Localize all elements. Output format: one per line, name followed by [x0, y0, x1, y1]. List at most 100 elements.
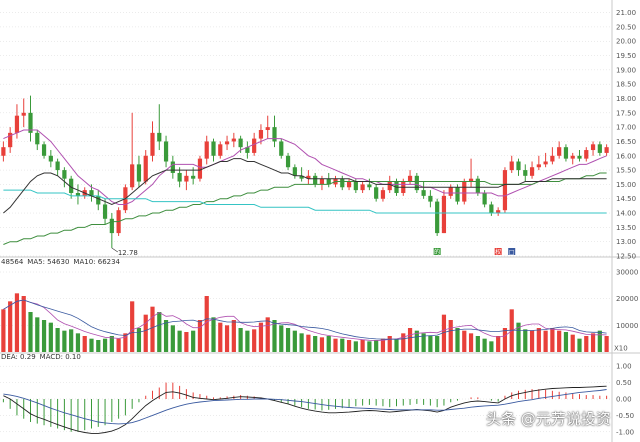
volume-bar [218, 322, 223, 352]
candle-body [319, 178, 325, 185]
candle-body [441, 195, 447, 234]
candle-body [218, 144, 223, 156]
volume-bar [48, 322, 53, 352]
volume-bar [252, 329, 257, 352]
macd-indicator-legend: DEA: 0.29 MACD: 0.10 [1, 353, 85, 361]
volume-tick-label: X10 [614, 345, 628, 353]
candle-body [353, 181, 358, 191]
macd-tick-label: 0.00 [616, 396, 632, 404]
volume-bar [394, 338, 399, 352]
volume-bar [577, 338, 582, 352]
volume-current-value: 48564 [1, 258, 24, 266]
price-tick-label: 14.50 [616, 195, 636, 203]
moving-average-line [3, 189, 607, 214]
volume-ma5-value: MA5: 54630 [27, 258, 70, 266]
volume-bar [279, 325, 284, 352]
volume-bar [184, 332, 189, 352]
candle-body [245, 147, 250, 153]
volume-bar [238, 328, 243, 352]
volume-bar [428, 336, 433, 352]
price-tick-label: 17.50 [616, 109, 636, 117]
volume-ma-line [3, 299, 607, 341]
candle-body [285, 155, 291, 168]
candle-body [509, 161, 514, 171]
candle-body [265, 127, 270, 130]
candle-body [191, 175, 196, 179]
candle-body [8, 132, 13, 148]
price-tick-label: 18.50 [616, 81, 636, 89]
volume-indicator-legend: 48564 MA5: 54630 MA10: 66234 [1, 258, 124, 266]
price-tick-label: 19.00 [616, 66, 636, 74]
candle-body [21, 112, 26, 116]
price-tick-label: 18.00 [616, 95, 636, 103]
candle-body [28, 112, 33, 133]
candle-body [69, 178, 74, 193]
candle-body [41, 144, 47, 156]
volume-bar [150, 306, 155, 352]
volume-bar [326, 336, 331, 352]
volume-bar [28, 312, 33, 352]
candle-body [523, 170, 528, 176]
volume-bar [421, 333, 426, 352]
volume-bar [387, 336, 392, 352]
volume-bar [231, 320, 236, 352]
candle-body [313, 175, 318, 185]
candle-body [557, 147, 562, 156]
event-marker [508, 248, 516, 255]
price-tick-label: 16.50 [616, 138, 636, 146]
candle-body [109, 218, 114, 234]
volume-bar [543, 330, 548, 352]
event-marker-label: 权 [495, 248, 501, 256]
price-tick-label: 14.00 [616, 210, 636, 218]
volume-bar [123, 333, 128, 352]
candle-body [197, 158, 203, 179]
candle-body [75, 193, 81, 196]
candle-body [496, 210, 501, 214]
volume-bar [604, 336, 609, 352]
volume-bar [96, 340, 101, 352]
volume-tick-label: 20000 [616, 295, 638, 303]
volume-bar [353, 341, 358, 352]
low-price-annotation: 12.78 [118, 249, 138, 257]
candle-body [150, 132, 155, 156]
volume-bar [475, 336, 480, 352]
candle-body [462, 181, 467, 202]
candle-body [543, 161, 548, 165]
candle-body [136, 164, 142, 182]
volume-bar [570, 334, 575, 352]
price-tick-label: 16.00 [616, 152, 636, 160]
volume-bar [292, 330, 297, 352]
volume-bar [143, 314, 148, 352]
candle-body [455, 187, 460, 202]
candle-body [374, 187, 379, 199]
volume-bar [313, 336, 318, 352]
volume-bar [258, 322, 264, 352]
watermark-text: 头条 @元芳说投资 [486, 410, 611, 428]
candle-body [380, 190, 386, 199]
volume-bar [597, 330, 602, 352]
volume-bar [401, 333, 406, 352]
volume-bar [319, 337, 325, 352]
volume-bar [62, 330, 67, 352]
candle-body [299, 175, 304, 179]
candle-body [238, 138, 243, 148]
candle-body [326, 178, 331, 185]
candle-body [55, 161, 60, 171]
price-tick-label: 17.00 [616, 124, 636, 132]
volume-bar [1, 309, 6, 352]
volume-bar [407, 328, 413, 352]
candle-body [96, 195, 101, 205]
candle-body [448, 187, 453, 196]
price-panel: 12.78 的 权 □ [1, 95, 609, 257]
candle-body [89, 190, 94, 196]
volume-bar [69, 329, 74, 352]
macd-tick-label: -1.00 [616, 428, 634, 436]
volume-tick-label: 30000 [616, 269, 638, 277]
event-marker [433, 248, 441, 255]
volume-bar [489, 341, 494, 352]
volume-bar [163, 320, 169, 352]
candle-body [143, 155, 148, 182]
candle-body [1, 147, 6, 156]
volume-bar [191, 330, 196, 352]
volume-bar [563, 332, 569, 352]
